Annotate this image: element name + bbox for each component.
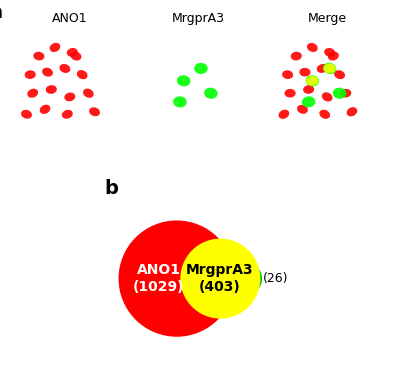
Text: MrgprA3
(403): MrgprA3 (403) — [185, 264, 253, 294]
Ellipse shape — [347, 107, 357, 116]
Ellipse shape — [324, 63, 336, 74]
Ellipse shape — [42, 68, 53, 77]
Ellipse shape — [285, 89, 296, 98]
Ellipse shape — [62, 110, 73, 119]
Text: ANO1
(1029): ANO1 (1029) — [133, 264, 184, 294]
Title: MrgprA3: MrgprA3 — [172, 12, 225, 25]
Ellipse shape — [328, 52, 339, 61]
Ellipse shape — [302, 96, 315, 107]
Ellipse shape — [291, 52, 302, 60]
Ellipse shape — [340, 89, 351, 98]
Text: (26): (26) — [263, 272, 289, 285]
Ellipse shape — [323, 63, 336, 74]
Ellipse shape — [307, 43, 318, 52]
Ellipse shape — [299, 68, 310, 77]
Circle shape — [119, 221, 235, 337]
Ellipse shape — [27, 89, 38, 98]
Ellipse shape — [177, 75, 191, 86]
Ellipse shape — [204, 87, 218, 99]
Ellipse shape — [89, 107, 100, 116]
Text: b: b — [104, 179, 118, 198]
Title: Merge: Merge — [308, 12, 347, 25]
Ellipse shape — [33, 52, 44, 60]
Text: a: a — [0, 3, 2, 22]
Ellipse shape — [303, 85, 314, 94]
Ellipse shape — [173, 96, 187, 107]
Ellipse shape — [279, 110, 289, 119]
Ellipse shape — [71, 52, 81, 61]
Ellipse shape — [306, 76, 318, 86]
Ellipse shape — [334, 70, 345, 79]
Title: ANO1: ANO1 — [52, 12, 88, 25]
Ellipse shape — [317, 64, 328, 73]
Ellipse shape — [319, 110, 330, 119]
Ellipse shape — [322, 92, 333, 101]
Ellipse shape — [297, 105, 308, 114]
Ellipse shape — [40, 105, 50, 114]
Ellipse shape — [25, 70, 36, 79]
Ellipse shape — [64, 92, 75, 101]
Ellipse shape — [67, 48, 78, 57]
Ellipse shape — [282, 70, 293, 79]
Ellipse shape — [46, 85, 57, 94]
Ellipse shape — [333, 87, 346, 99]
Ellipse shape — [324, 48, 335, 57]
Circle shape — [180, 239, 260, 319]
Ellipse shape — [194, 63, 208, 74]
Ellipse shape — [306, 75, 319, 86]
Ellipse shape — [21, 110, 32, 119]
Ellipse shape — [77, 70, 87, 79]
Ellipse shape — [83, 89, 94, 98]
Ellipse shape — [50, 43, 60, 52]
Circle shape — [229, 262, 262, 295]
Ellipse shape — [60, 64, 70, 73]
